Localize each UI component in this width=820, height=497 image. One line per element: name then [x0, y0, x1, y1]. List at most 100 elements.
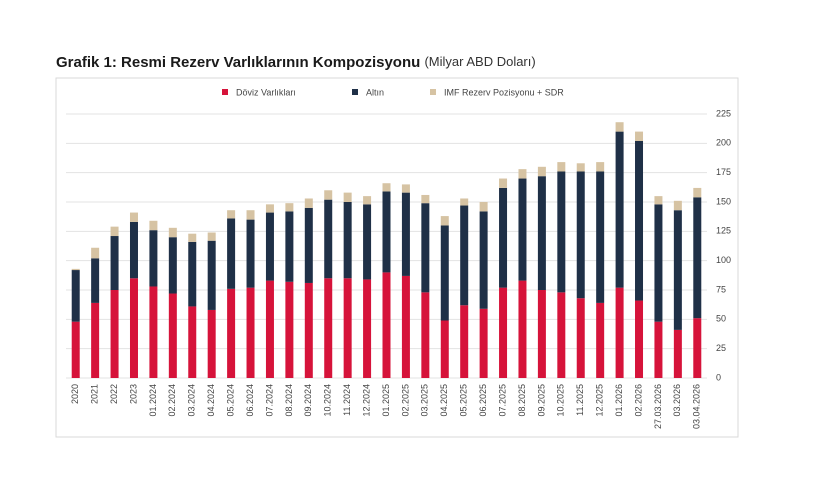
bar-segment: [440, 225, 449, 321]
bar-segment: [207, 232, 216, 241]
bar-segment: [401, 275, 410, 378]
bar-segment: [596, 162, 605, 172]
bar-segment: [401, 184, 410, 193]
bar-segment: [615, 122, 624, 132]
bar-segment: [227, 288, 236, 378]
title-text: Grafik 1: Resmi Rezerv Varlıklarının Kom…: [56, 54, 420, 71]
bar-segment: [71, 268, 80, 271]
bar-segment: [537, 290, 546, 378]
x-tick-label: 04.2024: [206, 384, 216, 417]
bar-segment: [537, 176, 546, 290]
bar-segment: [324, 190, 333, 200]
x-tick-label: 2023: [128, 384, 138, 404]
bar-segment: [673, 210, 682, 330]
y-tick-label: 125: [716, 226, 731, 236]
bar-segment: [110, 290, 119, 378]
bar-segment: [71, 270, 80, 322]
bar-segment: [654, 204, 663, 322]
chart-frame: [55, 77, 739, 438]
bar-segment: [421, 194, 430, 204]
x-tick-label: 2021: [90, 384, 100, 404]
bar-segment: [265, 204, 274, 213]
y-tick-label: 50: [716, 314, 726, 324]
bar-segment: [576, 171, 585, 299]
x-tick-label: 05.2025: [459, 384, 469, 417]
bar-segment: [227, 210, 236, 219]
bar-segment: [304, 198, 313, 208]
bar-segment: [265, 280, 274, 378]
bar-segment: [227, 218, 236, 289]
bar-segment: [246, 210, 255, 220]
x-tick-label: 08.2025: [517, 384, 527, 417]
x-tick-label: 01.2024: [148, 384, 158, 417]
legend-swatch: [430, 89, 436, 95]
y-tick-label: 225: [716, 108, 731, 118]
y-tick-label: 100: [716, 255, 731, 265]
bar-segment: [168, 227, 177, 238]
x-tick-label: 04.2025: [439, 384, 449, 417]
legend-label: IMF Rezerv Pozisyonu + SDR: [444, 87, 564, 97]
bar-segment: [576, 298, 585, 378]
x-tick-label: 10.2024: [323, 384, 333, 417]
x-tick-label: 07.2024: [264, 384, 274, 417]
x-tick-label: 06.2024: [245, 384, 255, 417]
bar-segment: [110, 226, 119, 237]
x-tick-label: 02.2024: [167, 384, 177, 417]
bar-segment: [207, 309, 216, 378]
y-tick-label: 200: [716, 138, 731, 148]
bar-segment: [343, 278, 352, 378]
bar-segment: [479, 211, 488, 309]
x-tick-label: 10.2025: [556, 384, 566, 417]
bar-segment: [149, 230, 158, 287]
bar-segment: [654, 196, 663, 205]
x-tick-label: 12.2025: [595, 384, 605, 417]
bar-segment: [285, 203, 294, 212]
bar-segment: [304, 282, 313, 378]
bar-segment: [654, 321, 663, 378]
x-tick-label: 12.2024: [361, 384, 371, 417]
bar-segment: [440, 216, 449, 226]
bar-segment: [324, 278, 333, 378]
bar-segment: [596, 302, 605, 378]
legend-swatch: [352, 89, 358, 95]
y-tick-label: 75: [716, 284, 726, 294]
x-tick-label: 11.2025: [575, 384, 585, 416]
bar-segment: [401, 192, 410, 276]
bar-segment: [188, 241, 197, 307]
legend-label: Altın: [366, 87, 384, 97]
bar-segment: [421, 203, 430, 293]
bar-segment: [168, 237, 177, 294]
bar-segment: [499, 287, 508, 378]
x-tick-label: 2022: [109, 384, 119, 404]
bar-segment: [557, 171, 566, 293]
bar-segment: [557, 162, 566, 172]
bar-segment: [382, 183, 391, 192]
bar-segment: [382, 191, 391, 273]
bar-segment: [71, 321, 80, 378]
y-tick-label: 0: [716, 372, 721, 382]
bar-segment: [479, 202, 488, 212]
y-tick-label: 25: [716, 343, 726, 353]
bar-segment: [499, 187, 508, 288]
bar-segment: [673, 200, 682, 211]
bar-segment: [188, 306, 197, 378]
bar-segment: [440, 320, 449, 378]
bar-segment: [537, 166, 546, 177]
bar-segment: [91, 247, 100, 259]
x-tick-label: 06.2025: [478, 384, 488, 417]
bar-segment: [168, 293, 177, 378]
bar-segment: [518, 280, 527, 378]
bar-segment: [91, 258, 100, 303]
bar-segment: [635, 131, 644, 141]
x-tick-label: 07.2025: [497, 384, 507, 417]
y-tick-label: 150: [716, 196, 731, 206]
bar-segment: [693, 187, 702, 198]
x-tick-label: 09.2024: [303, 384, 313, 417]
x-tick-label: 11.2024: [342, 384, 352, 416]
x-tick-label: 03.2026: [672, 384, 682, 417]
bar-segment: [615, 287, 624, 378]
x-tick-label: 01.2025: [381, 384, 391, 417]
chart-subtitle: (Milyar ABD Doları): [424, 54, 535, 69]
bar-segment: [635, 140, 644, 301]
